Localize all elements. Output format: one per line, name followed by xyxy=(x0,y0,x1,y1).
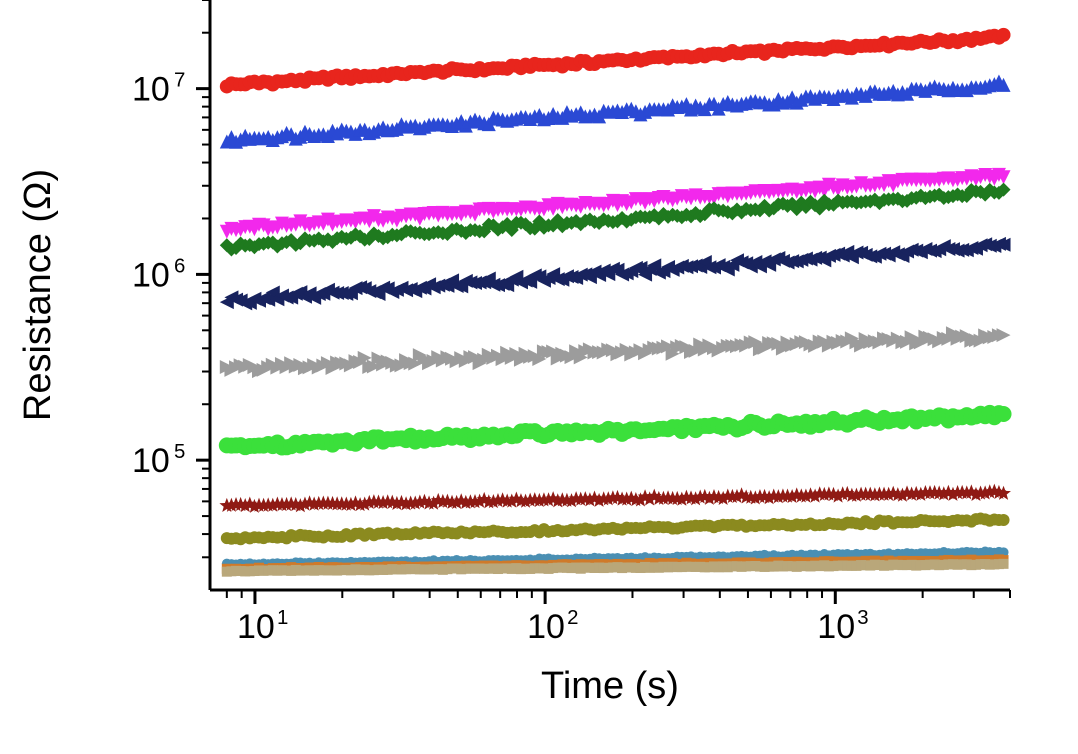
series-s_blue xyxy=(220,75,1011,149)
y-tick-exp: 6 xyxy=(174,255,185,277)
y-tick-exp: 7 xyxy=(174,70,185,92)
x-tick-exp: 2 xyxy=(567,607,578,629)
x-tick-label: 10 xyxy=(817,608,855,646)
y-tick-label: 10 xyxy=(132,442,170,480)
x-tick-exp: 3 xyxy=(857,607,868,629)
series-s_gray xyxy=(220,326,1011,378)
x-axis-label: Time (s) xyxy=(541,665,679,707)
x-tick-label: 10 xyxy=(527,608,565,646)
y-tick-label: 10 xyxy=(132,71,170,109)
resistance-vs-time-chart: { "chart": { "type": "scatter", "backgro… xyxy=(0,0,1078,754)
series-s_olive xyxy=(221,512,1010,545)
series-s_maroon xyxy=(219,484,1011,513)
y-tick-label: 10 xyxy=(132,256,170,294)
y-axis-label: Resistance (Ω) xyxy=(17,169,59,421)
chart-svg: 101102103105106107Time (s)Resistance (Ω) xyxy=(0,0,1078,754)
x-tick-label: 10 xyxy=(237,608,275,646)
series-s_red xyxy=(220,28,1011,94)
series-s_lime xyxy=(219,405,1012,456)
series-s_navy xyxy=(220,237,1011,311)
y-tick-exp: 5 xyxy=(174,441,185,463)
x-tick-exp: 1 xyxy=(277,607,288,629)
